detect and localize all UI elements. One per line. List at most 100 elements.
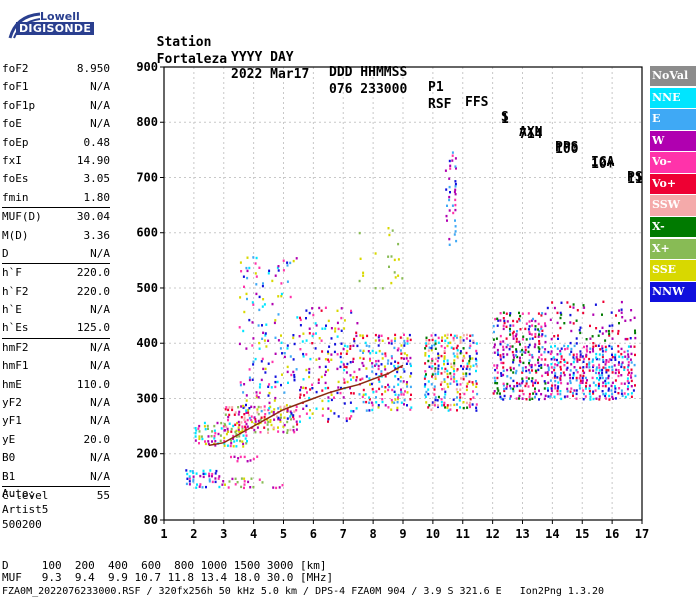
echo-point [263, 426, 266, 429]
echo-point [243, 455, 246, 459]
echo-point [346, 345, 349, 348]
y-tick-label: 300 [136, 391, 158, 405]
echo-point [270, 423, 273, 427]
echo-point [267, 339, 270, 342]
echo-point [549, 395, 552, 398]
echo-point [349, 344, 352, 348]
echo-point [406, 337, 409, 340]
header-pps-label: PPS [555, 140, 579, 155]
echo-point [617, 392, 620, 395]
echo-point [496, 371, 499, 374]
param-row: foEs 3.05 [2, 170, 110, 188]
echo-point [403, 403, 405, 406]
echo-point [475, 406, 478, 409]
echo-point [448, 209, 451, 212]
echo-point [576, 309, 579, 312]
echo-point [454, 203, 457, 207]
echo-point [283, 391, 286, 394]
echo-point [560, 397, 563, 401]
echo-point [361, 377, 364, 380]
echo-point [538, 333, 540, 336]
echo-point [531, 353, 534, 357]
echo-point [569, 369, 572, 372]
param-name: h`E [2, 303, 22, 317]
echo-point [327, 350, 329, 353]
echo-point [214, 432, 217, 435]
echo-point [626, 387, 629, 391]
echo-point [406, 381, 408, 384]
echo-point [541, 374, 544, 378]
echo-point [240, 421, 243, 424]
echo-point [575, 337, 578, 340]
echo-point [381, 339, 384, 342]
echo-point [384, 354, 387, 358]
echo-point [583, 345, 585, 349]
echo-point [634, 353, 636, 357]
echo-point [472, 383, 475, 386]
echo-point [255, 394, 258, 397]
echo-point [350, 378, 352, 381]
echo-point [320, 375, 323, 379]
echo-point [295, 405, 298, 408]
echo-point [540, 334, 543, 338]
echo-point [468, 362, 471, 365]
echo-point [369, 352, 372, 355]
echo-point [208, 472, 211, 475]
echo-point [305, 309, 308, 312]
echo-points [185, 151, 637, 490]
header-axn-label: AXN [519, 125, 543, 140]
echo-point [378, 349, 381, 353]
echo-point [471, 334, 474, 337]
echo-point [614, 387, 617, 390]
echo-point [583, 392, 585, 396]
echo-point [553, 366, 556, 369]
echo-point [522, 350, 525, 354]
echo-point [531, 397, 534, 400]
param-row: h`F 220.0 [2, 264, 110, 282]
echo-point [277, 295, 280, 298]
echo-point [271, 302, 274, 306]
echo-point [371, 349, 374, 353]
echo-point [533, 345, 536, 349]
echo-point [292, 370, 295, 374]
echo-point [243, 480, 246, 483]
echo-point [581, 379, 584, 382]
echo-point [605, 368, 608, 372]
echo-point [456, 403, 458, 406]
echo-point [324, 373, 327, 377]
echo-point [375, 360, 377, 363]
echo-point [630, 352, 633, 356]
echo-point [253, 428, 256, 432]
echo-point [502, 348, 505, 351]
echo-point [518, 382, 521, 386]
echo-point [559, 311, 562, 315]
echo-point [213, 437, 216, 440]
echo-point [292, 425, 295, 429]
echo-point [312, 332, 315, 336]
param-value: 110.0 [76, 377, 110, 391]
echo-point [465, 374, 468, 378]
echo-point [512, 387, 515, 391]
echo-point [210, 435, 213, 438]
echo-point [512, 319, 515, 323]
param-row: foE N/A [2, 115, 110, 133]
echo-point [358, 279, 361, 283]
echo-point [309, 409, 311, 412]
echo-point [198, 485, 201, 488]
echo-point [299, 348, 302, 351]
echo-point [324, 327, 327, 330]
echo-point [286, 370, 289, 374]
echo-point [456, 344, 459, 348]
x-tick-label: 10 [426, 527, 440, 541]
echo-point [315, 332, 317, 335]
echo-point [569, 305, 572, 308]
echo-point [525, 369, 528, 373]
echo-point [311, 383, 314, 386]
echo-point [292, 259, 295, 263]
header-s-label: S [501, 110, 509, 125]
echo-point [242, 434, 245, 437]
echo-point [372, 390, 375, 394]
echo-point [451, 151, 454, 154]
echo-point [359, 349, 362, 352]
echo-point [528, 343, 531, 347]
